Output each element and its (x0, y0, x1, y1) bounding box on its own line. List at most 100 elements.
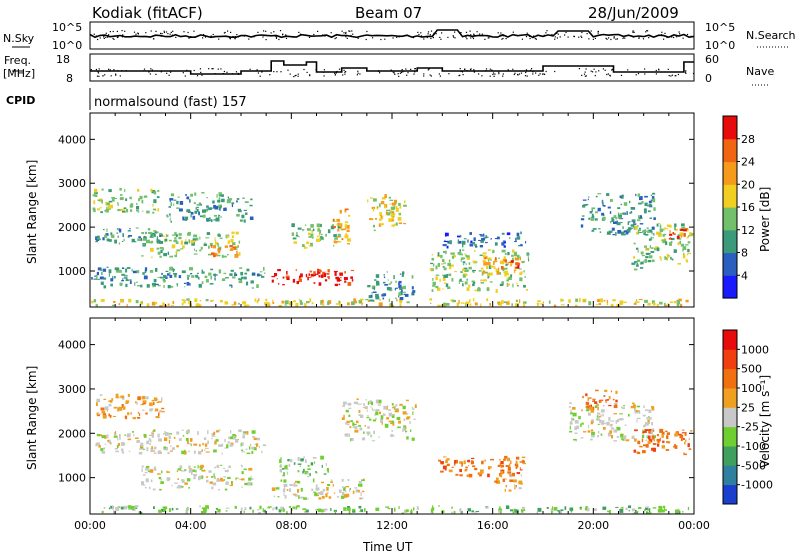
heatmap-cell (404, 413, 409, 415)
heatmap-cell (167, 251, 170, 255)
nsearch-dot (605, 37, 607, 39)
nsearch-series (93, 30, 692, 41)
heatmap-cell (600, 415, 602, 418)
heatmap-cell (681, 223, 685, 227)
heatmap-cell (159, 232, 163, 235)
heatmap-cell (204, 443, 208, 447)
heatmap-cell (344, 224, 348, 228)
nave-dot (526, 75, 528, 77)
heatmap-cell (516, 463, 519, 468)
nsearch-dot (133, 31, 136, 33)
heatmap-cell (676, 302, 680, 307)
heatmap-cell (483, 233, 485, 237)
colorbar-tick-label: -500 (741, 459, 766, 472)
heatmap-cell (371, 285, 376, 290)
heatmap-cell (626, 211, 628, 215)
heatmap-cell (96, 433, 101, 437)
heatmap-cell (506, 277, 510, 279)
heatmap-cell (515, 303, 519, 307)
nsearch-dot (299, 33, 301, 35)
heatmap-cell (537, 303, 539, 307)
nsearch-dot (113, 38, 115, 40)
heatmap-cell (96, 442, 100, 446)
heatmap-cell (94, 191, 96, 195)
heatmap-cell (447, 240, 450, 244)
heatmap-cell (278, 304, 283, 307)
heatmap-cell (209, 243, 213, 246)
heatmap-cell (184, 449, 186, 453)
heatmap-cell (445, 283, 449, 288)
heatmap-cell (198, 444, 201, 447)
heatmap-cell (600, 400, 602, 403)
heatmap-cell (358, 300, 363, 303)
heatmap-cell (398, 284, 402, 289)
heatmap-cell (164, 508, 167, 512)
heatmap-cell (103, 398, 107, 400)
heatmap-cell (520, 244, 523, 247)
nsearch-dot (613, 37, 615, 39)
heatmap-cell (226, 199, 231, 204)
heatmap-cell (487, 473, 490, 478)
heatmap-cell (307, 468, 311, 470)
heatmap-cell (225, 277, 229, 279)
heatmap-cell (450, 252, 454, 255)
heatmap-cell (363, 478, 365, 480)
heatmap-cell (122, 406, 126, 410)
heatmap-cell (677, 300, 680, 305)
heatmap-cell (300, 273, 303, 278)
heatmap-cell (456, 459, 458, 464)
heatmap-cell (347, 507, 351, 511)
heatmap-cell (383, 413, 385, 416)
nsearch-dot (623, 36, 625, 38)
heatmap-cell (511, 249, 515, 253)
heatmap-cell (431, 507, 435, 511)
heatmap-cell (101, 410, 106, 414)
heatmap-cell (183, 282, 187, 284)
nsearch-dot (227, 30, 229, 32)
heatmap-cell (151, 301, 156, 306)
heatmap-cell (153, 446, 157, 450)
heatmap-cell (511, 303, 513, 306)
heatmap-cell (241, 451, 245, 453)
nave-dot (489, 68, 491, 70)
heatmap-cell (159, 241, 164, 244)
heatmap-cell (465, 270, 469, 272)
heatmap-cell (662, 234, 665, 237)
nave-dot (416, 69, 419, 71)
heatmap-cell (238, 302, 240, 305)
nsearch-dot (505, 38, 507, 40)
heatmap-cell (190, 273, 193, 275)
nave-dot (514, 72, 516, 74)
heatmap-cell (663, 505, 665, 510)
heatmap-cell (282, 509, 285, 512)
heatmap-cell (220, 205, 222, 207)
heatmap-cell (94, 188, 98, 193)
heatmap-cell (579, 508, 582, 510)
heatmap-cell (614, 221, 617, 223)
heatmap-cell (242, 197, 245, 199)
heatmap-cell (510, 274, 513, 278)
heatmap-cell (234, 253, 239, 258)
heatmap-cell (119, 187, 122, 191)
heatmap-cell (377, 404, 381, 406)
heatmap-cell (112, 505, 114, 510)
heatmap-cell (598, 415, 601, 417)
heatmap-cell (127, 230, 131, 232)
heatmap-cell (348, 214, 351, 217)
heatmap-cell (333, 270, 338, 273)
nave-dot (145, 70, 147, 72)
heatmap-cell (199, 505, 201, 508)
heatmap-cell (241, 471, 244, 475)
nsearch-dot (349, 30, 351, 32)
heatmap-cell (685, 439, 687, 442)
heatmap-cell (350, 301, 355, 306)
heatmap-cell (191, 275, 195, 278)
heatmap-cell (363, 431, 365, 434)
heatmap-cell (201, 269, 203, 273)
heatmap-cell (229, 245, 233, 248)
heatmap-cell (380, 415, 384, 420)
heatmap-cell (252, 509, 254, 513)
heatmap-cell (687, 506, 690, 511)
heatmap-cell (198, 202, 202, 204)
heatmap-cell (174, 482, 178, 484)
